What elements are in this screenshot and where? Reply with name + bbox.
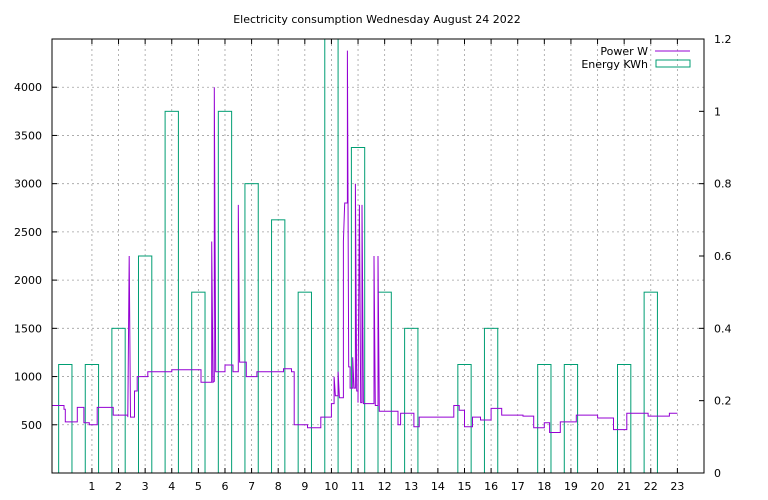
x-tick-label: 20 <box>591 480 605 493</box>
x-tick-label: 15 <box>457 480 471 493</box>
axes: 1 2 3 4 5 6 7 8 9 10 11 12 13 14 15 16 17 18 19 20 21 22 23500… <box>14 33 732 493</box>
x-tick-label: 19 <box>564 480 578 493</box>
legend-swatch-energy <box>655 59 691 68</box>
y-left-tick-label: 2000 <box>14 274 42 287</box>
x-tick-label: 12 <box>378 480 392 493</box>
x-tick-label: 16 <box>484 480 498 493</box>
energy-bar <box>58 364 73 473</box>
x-tick-label: 5 <box>195 480 202 493</box>
legend-label-power: Power W <box>600 45 648 58</box>
plot-frame <box>51 38 705 474</box>
y-left-tick-label: 1000 <box>14 371 42 384</box>
x-tick-label: 14 <box>431 480 445 493</box>
legend-label-energy: Energy KWh <box>581 58 648 71</box>
x-tick-label: 21 <box>617 480 631 493</box>
x-tick-label: 18 <box>537 480 551 493</box>
y-left-tick-label: 2500 <box>14 226 42 239</box>
x-tick-label: 6 <box>221 480 228 493</box>
energy-bar <box>537 364 552 473</box>
legend: Power W Energy KWh <box>581 45 691 71</box>
x-tick-label: 1 <box>88 480 95 493</box>
x-tick-label: 7 <box>248 480 255 493</box>
x-tick-label: 23 <box>670 480 684 493</box>
energy-bar <box>244 183 259 473</box>
y-left-tick-label: 4000 <box>14 81 42 94</box>
y-left-tick-label: 3000 <box>14 178 42 191</box>
x-tick-label: 22 <box>644 480 658 493</box>
x-tick-label: 3 <box>142 480 149 493</box>
energy-bar <box>617 364 632 473</box>
energy-bar <box>457 364 472 473</box>
y-right-tick-label: 0.2 <box>714 395 732 408</box>
energy-bar <box>324 39 339 473</box>
x-tick-label: 10 <box>324 480 338 493</box>
x-tick-label: 9 <box>301 480 308 493</box>
energy-bar <box>137 255 153 473</box>
y-left-tick-label: 500 <box>21 419 42 432</box>
energy-bar <box>404 327 419 473</box>
energy-bar <box>350 147 366 473</box>
y-right-tick-label: 0.4 <box>714 322 732 335</box>
energy-bar <box>483 327 499 473</box>
energy-bar <box>271 219 286 473</box>
x-tick-label: 2 <box>115 480 122 493</box>
x-tick-label: 17 <box>511 480 525 493</box>
energy-bar <box>84 364 100 473</box>
y-right-tick-label: 0.8 <box>714 178 732 191</box>
y-right-tick-label: 0.6 <box>714 250 732 263</box>
y-right-tick-label: 1 <box>714 105 721 118</box>
x-tick-label: 4 <box>168 480 175 493</box>
power-line <box>52 50 678 433</box>
y-left-tick-label: 3500 <box>14 129 42 142</box>
x-tick-label: 13 <box>404 480 418 493</box>
chart-title: Electricity consumption Wednesday August… <box>233 13 521 26</box>
y-right-tick-label: 0 <box>714 467 721 480</box>
y-right-tick-label: 1.2 <box>714 33 732 46</box>
energy-bar <box>111 327 126 473</box>
y-left-tick-label: 1500 <box>14 322 42 335</box>
power-series <box>52 50 678 433</box>
x-tick-label: 8 <box>275 480 282 493</box>
x-tick-label: 11 <box>351 480 365 493</box>
energy-bar <box>563 364 579 473</box>
